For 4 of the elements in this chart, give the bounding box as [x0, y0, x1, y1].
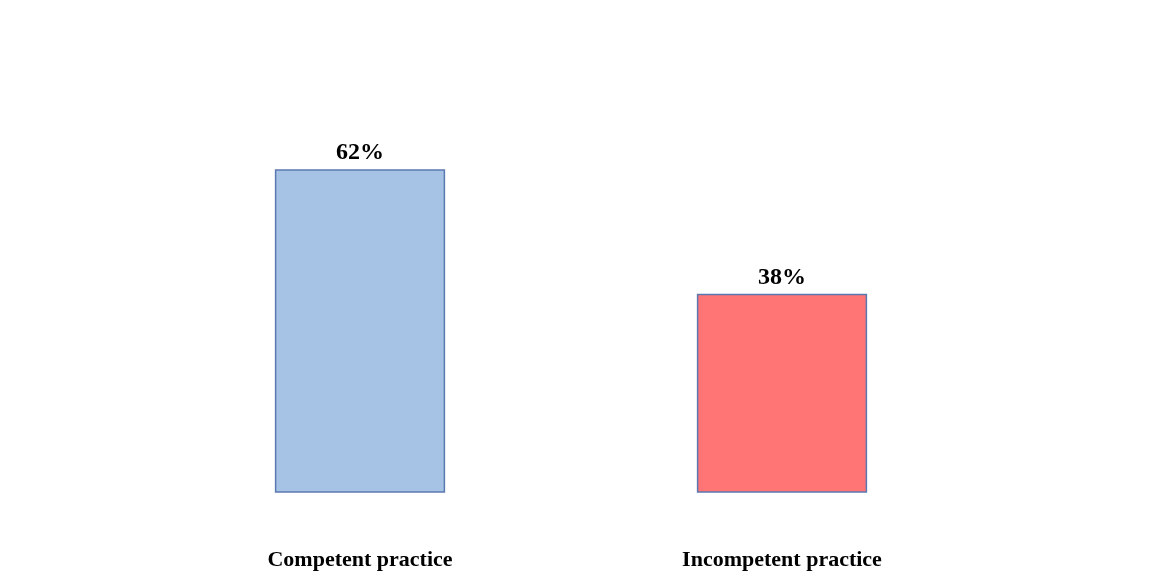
- data-label: 38%: [758, 262, 806, 289]
- x-tick-label: Competent practice: [267, 545, 453, 571]
- x-tick-label: Incompetent practice: [682, 545, 883, 571]
- data-label: 62%: [336, 137, 384, 164]
